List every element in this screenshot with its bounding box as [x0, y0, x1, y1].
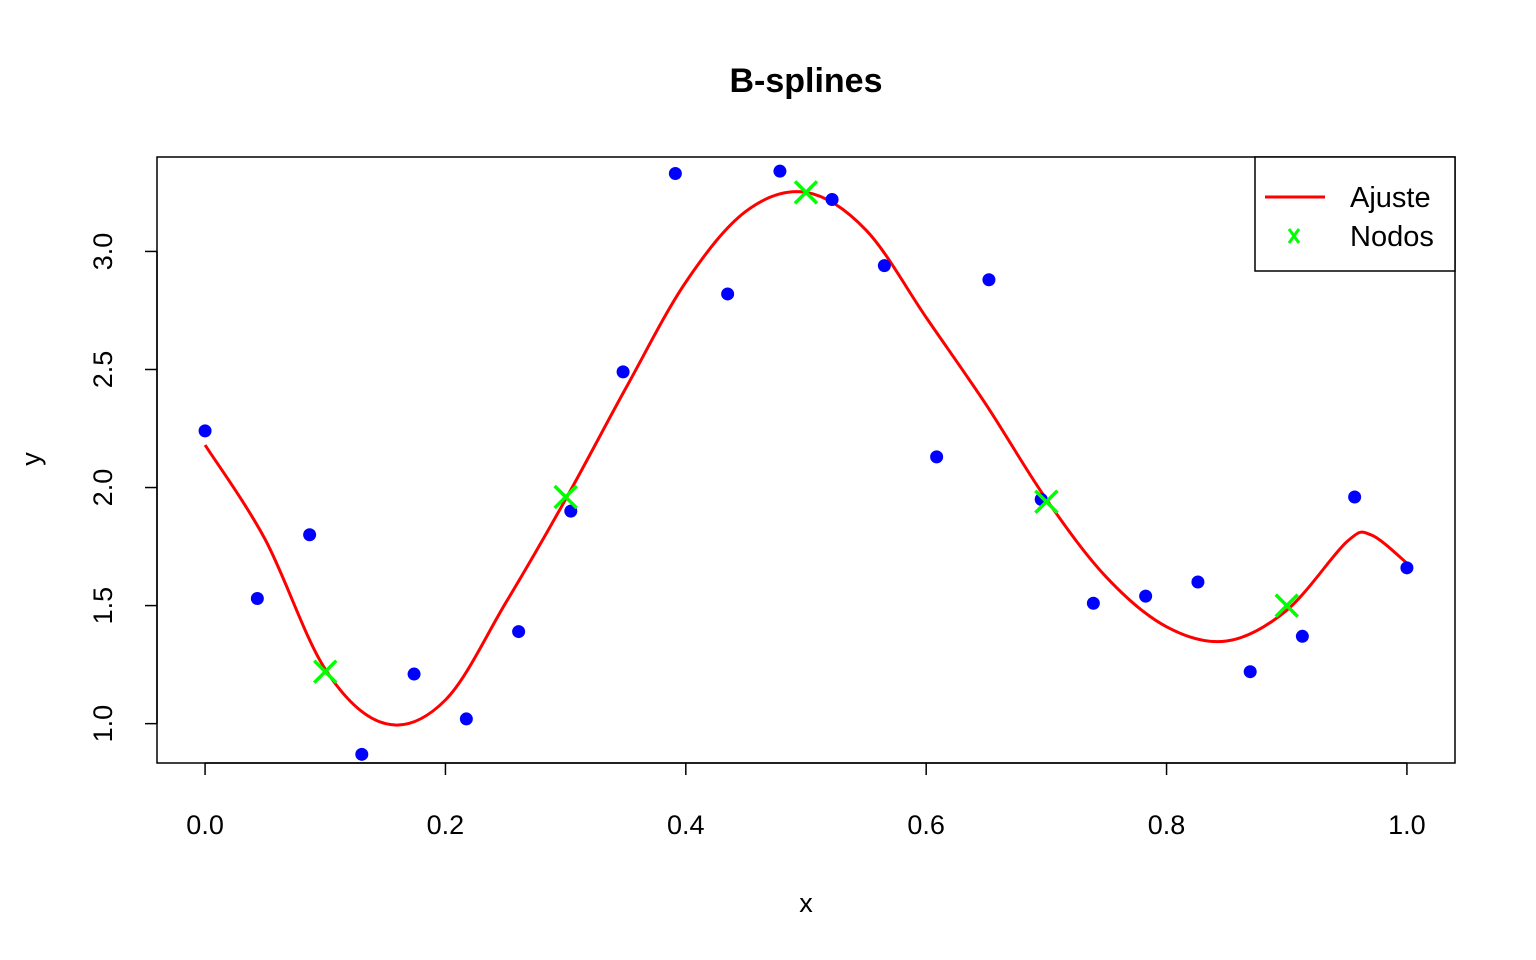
data-point: [1139, 589, 1153, 603]
data-point: [1243, 665, 1257, 679]
x-tick-label: 0.2: [427, 810, 465, 840]
data-point: [930, 450, 944, 464]
knot-marker: [793, 180, 819, 205]
knot-marker: [1034, 489, 1059, 514]
data-points: [198, 164, 1414, 761]
x-axis-label: x: [799, 888, 813, 918]
data-point: [616, 365, 630, 379]
data-point: [773, 164, 787, 178]
knot-markers: [313, 180, 1299, 684]
chart-title: B-splines: [729, 62, 882, 100]
data-point: [407, 667, 421, 681]
y-tick-label: 3.0: [88, 233, 118, 271]
y-tick-label: 2.0: [88, 469, 118, 507]
data-point: [982, 273, 996, 287]
knot-marker: [1274, 593, 1299, 618]
data-point: [198, 424, 212, 438]
data-point: [877, 259, 891, 273]
legend-box: [1254, 156, 1456, 272]
legend-knot-symbol: [1287, 228, 1301, 244]
y-tick-label: 1.0: [88, 705, 118, 743]
x-axis: 0.0 0.2 0.4 0.6 0.8 1.0: [186, 762, 1426, 840]
data-point: [512, 625, 526, 639]
plot-area: [198, 164, 1414, 761]
data-point: [1348, 490, 1362, 504]
knot-marker: [313, 659, 338, 684]
x-tick-label: 0.6: [907, 810, 945, 840]
data-point: [459, 712, 473, 726]
y-axis-label: y: [16, 452, 46, 466]
data-point: [1295, 629, 1309, 643]
data-point: [250, 592, 264, 606]
legend-knot-label: Nodos: [1350, 221, 1434, 253]
y-tick-label: 1.5: [88, 587, 118, 625]
legend-fit-label: Ajuste: [1350, 182, 1431, 214]
legend: Ajuste Nodos: [1254, 156, 1456, 272]
x-tick-label: 0.0: [186, 810, 224, 840]
data-point: [564, 504, 578, 518]
x-tick-label: 1.0: [1388, 810, 1426, 840]
data-point: [355, 747, 369, 761]
data-point: [721, 287, 735, 301]
x-tick-label: 0.8: [1148, 810, 1186, 840]
data-point: [1400, 561, 1414, 575]
knot-marker: [553, 484, 578, 510]
data-point: [1086, 596, 1100, 610]
y-axis: 1.0 1.5 2.0 2.5 3.0: [88, 233, 158, 743]
data-point: [1191, 575, 1205, 589]
y-tick-label: 2.5: [88, 351, 118, 389]
x-tick-label: 0.4: [667, 810, 705, 840]
data-point: [668, 167, 682, 181]
data-point: [303, 528, 317, 542]
data-point: [825, 192, 839, 206]
fit-curve: [203, 190, 1408, 727]
